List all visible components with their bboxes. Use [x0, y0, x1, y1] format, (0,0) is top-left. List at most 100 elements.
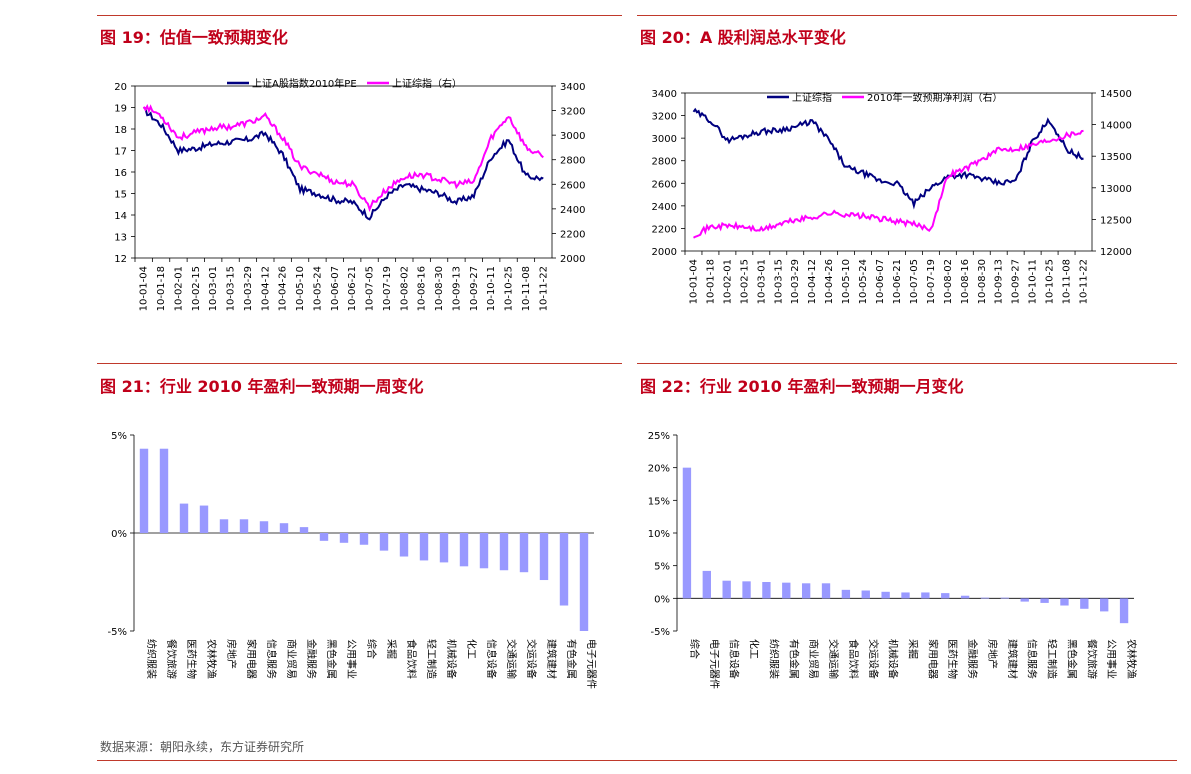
category-label: 综合	[365, 639, 378, 659]
y-left-tick-label: 18	[114, 125, 127, 136]
x-tick-label: 10-08-30	[434, 266, 445, 311]
category-label: 建筑建材	[545, 639, 558, 679]
y-tick-label: -5%	[651, 627, 670, 638]
x-tick-label: 10-10-25	[504, 266, 515, 311]
bar	[841, 589, 851, 599]
y-right-tick-label: 13500	[1100, 152, 1132, 163]
category-label: 采掘	[385, 639, 398, 659]
legend-label: 上证A股指数2010年PE	[252, 77, 357, 90]
category-label: 交运设备	[525, 639, 538, 679]
bar	[1080, 598, 1089, 609]
bar	[960, 595, 970, 599]
profit-level-chart: 2000 2200 2400 2600 2800 3000 3200 3400 12000 125…	[652, 89, 1132, 304]
bar	[519, 533, 529, 573]
category-label: 综合	[688, 639, 701, 659]
x-tick-label: 10-06-07	[875, 259, 886, 304]
bar	[682, 467, 692, 599]
x-tick-label: 10-02-01	[173, 266, 184, 311]
y-left-tick-label: 2800	[652, 157, 677, 168]
bar	[139, 448, 149, 533]
x-tick-label: 10-07-05	[365, 266, 376, 311]
bar	[881, 591, 890, 599]
y-left-tick-label: 3000	[652, 134, 677, 145]
y-left-tick-label: 12	[114, 254, 127, 265]
x-tick-label: 10-01-04	[688, 259, 699, 304]
bar	[861, 590, 870, 599]
y-right-tick-label: 12000	[1100, 247, 1132, 258]
series-line	[693, 129, 1084, 239]
category-label: 黑色金属	[1065, 639, 1078, 679]
y-right-tick-label: 13000	[1100, 184, 1132, 195]
y-tick-label: -5%	[108, 627, 127, 638]
x-tick-label: 10-10-11	[1028, 259, 1039, 304]
x-tick-label: 10-05-10	[841, 259, 852, 304]
bar	[901, 592, 910, 599]
bar	[539, 533, 549, 581]
bar	[821, 583, 831, 599]
x-tick-label: 10-08-02	[399, 266, 410, 311]
x-tick-label: 10-11-22	[538, 266, 549, 311]
figure-21-title: 图 21：行业 2010 年盈利一致预期一周变化	[100, 377, 424, 396]
category-label: 机械设备	[887, 639, 900, 679]
bar	[239, 519, 249, 533]
category-label: 金融服务	[305, 639, 318, 679]
x-tick-label: 10-03-29	[243, 266, 254, 311]
category-label: 商业贸易	[285, 639, 298, 679]
y-tick-label: 0%	[654, 594, 670, 605]
series-line	[692, 107, 1084, 210]
x-tick-label: 10-04-12	[807, 259, 818, 304]
bar	[702, 570, 711, 599]
y-right-tick-label: 3000	[560, 131, 585, 142]
y-tick-label: 15%	[648, 496, 670, 507]
category-label: 餐饮旅游	[165, 639, 178, 679]
category-label: 轻工制造	[1046, 639, 1059, 679]
x-tick-label: 10-05-10	[295, 266, 306, 311]
figure-19-title: 图 19：估值一致预期变化	[100, 28, 288, 47]
series-line	[143, 106, 544, 221]
bar	[1020, 598, 1029, 602]
y-right-tick-label: 12500	[1100, 215, 1132, 226]
x-tick-label: 10-05-24	[312, 266, 323, 311]
y-left-tick-label: 15	[114, 190, 127, 201]
x-tick-label: 10-10-25	[1045, 259, 1056, 304]
x-tick-label: 10-07-05	[909, 259, 920, 304]
data-source-note: 数据来源：朝阳永续，东方证券研究所	[100, 740, 305, 754]
category-label: 化工	[465, 639, 478, 659]
y-left-tick-label: 17	[114, 147, 127, 158]
category-label: 有色金属	[787, 639, 800, 679]
category-label: 家用电器	[245, 639, 258, 679]
legend-label: 2010年一致预期净利润（右）	[867, 91, 1002, 104]
bar	[980, 597, 990, 599]
x-tick-label: 10-08-02	[943, 259, 954, 304]
x-tick-label: 10-11-08	[1062, 259, 1073, 304]
x-tick-label: 10-03-01	[208, 266, 219, 311]
plot-frame	[134, 85, 553, 259]
y-tick-label: 0%	[111, 529, 127, 540]
x-tick-label: 10-04-26	[278, 266, 289, 311]
bar	[279, 523, 289, 533]
category-label: 黑色金属	[325, 639, 338, 679]
bar	[1060, 598, 1069, 606]
bar	[921, 592, 930, 599]
y-right-tick-label: 2400	[560, 205, 585, 216]
legend-label: 上证综指（右）	[392, 77, 462, 90]
x-tick-label: 10-11-22	[1079, 259, 1090, 304]
bar	[1040, 598, 1049, 603]
bar	[801, 583, 811, 599]
category-label: 食品饮料	[405, 639, 418, 679]
y-right-tick-label: 14500	[1100, 89, 1132, 100]
bar	[559, 533, 569, 606]
y-left-tick-label: 2000	[652, 247, 677, 258]
category-label: 农林牧渔	[1125, 639, 1138, 679]
bar	[579, 533, 589, 631]
y-right-tick-label: 3200	[560, 107, 585, 118]
bar	[299, 527, 309, 533]
x-tick-label: 10-08-30	[977, 259, 988, 304]
category-label: 采掘	[907, 639, 920, 659]
category-label: 医药生物	[185, 639, 198, 679]
legend-label: 上证综指	[792, 91, 832, 104]
y-left-tick-label: 3400	[652, 89, 677, 100]
x-tick-label: 10-07-19	[926, 259, 937, 304]
bar	[1100, 598, 1109, 612]
bar	[379, 533, 389, 551]
